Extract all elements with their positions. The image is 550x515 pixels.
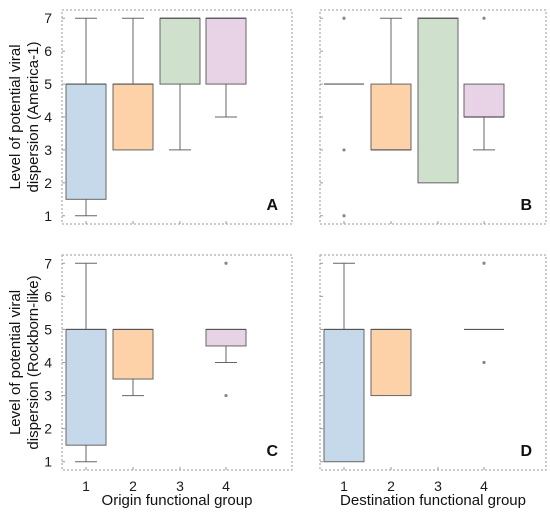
x-axis-label: Origin functional group	[102, 492, 253, 509]
outlier-point	[342, 148, 346, 152]
plot-frame	[61, 254, 293, 471]
panel-letter: C	[266, 443, 278, 460]
x-tick-label: 2	[129, 478, 137, 494]
panel-a: 1 2 3 4 5 6 7 A Level of potential viraldispersi…	[7, 9, 293, 225]
box-4	[205, 328, 247, 347]
panel-b: B	[319, 9, 547, 225]
box-group-4	[205, 17, 247, 118]
y-tick-label: 2	[44, 421, 52, 437]
outlier-point	[224, 261, 228, 265]
box-2	[112, 328, 154, 380]
y-tick-label: 2	[44, 175, 52, 191]
panel-d: 1 2 3 4 D Destination functional group	[319, 254, 547, 509]
y-tick-label: 6	[44, 43, 52, 59]
box-group-4	[205, 261, 247, 398]
y-tick-label: 7	[44, 255, 52, 271]
y-tick-label: 7	[44, 10, 52, 26]
box-group-2	[370, 328, 412, 397]
box-3	[417, 17, 459, 184]
box-2	[370, 83, 412, 151]
box-group-1	[324, 16, 364, 218]
panel-c: 1 2 3 4 5 6 7 1 2 3 4 C Level of potential viraldisp…	[7, 254, 293, 509]
y-tick-label: 4	[44, 109, 52, 125]
box-2	[370, 328, 412, 397]
y-axis-label-line: dispersion (America-1)	[25, 42, 42, 193]
y-tick-label: 4	[44, 355, 52, 371]
box-group-1	[323, 262, 365, 463]
y-axis-label-line: Level of potential viral	[7, 44, 24, 189]
box-group-3	[159, 17, 201, 151]
plot-frame	[319, 254, 547, 471]
box-group-2	[112, 17, 154, 151]
x-tick-label: 1	[340, 478, 348, 494]
box-1	[65, 83, 107, 200]
box-4	[205, 17, 247, 85]
y-axis-label: Level of potential viraldispersion (Rock…	[7, 275, 42, 449]
y-tick-label: 1	[44, 454, 52, 470]
outlier-point	[482, 16, 486, 20]
box-group-2	[370, 17, 412, 151]
box-group-4	[463, 16, 505, 151]
panel-letter: D	[520, 443, 532, 460]
box-group-1	[65, 17, 107, 217]
y-tick-label: 3	[44, 142, 52, 158]
panel-letter: A	[266, 197, 278, 214]
outlier-point	[482, 360, 486, 365]
y-tick-label: 6	[44, 288, 52, 304]
box-group-2	[112, 328, 154, 397]
y-tick-label: 5	[44, 76, 52, 92]
box-2	[112, 83, 154, 151]
x-tick-label: 3	[434, 478, 442, 494]
x-tick-label: 2	[387, 478, 395, 494]
x-tick-label: 1	[82, 478, 90, 494]
panel-letter: B	[520, 197, 532, 214]
box-3	[159, 17, 201, 85]
box-group-1	[65, 262, 107, 463]
y-axis-label: Level of potential viraldispersion (Amer…	[7, 42, 42, 193]
y-axis-label-line: Level of potential viral	[7, 290, 24, 435]
outlier-point	[482, 261, 486, 265]
y-axis-label-line: dispersion (Rockborn-like)	[25, 275, 42, 449]
x-tick-label: 4	[480, 478, 488, 494]
box-group-3	[417, 17, 459, 184]
x-tick-label: 3	[176, 478, 184, 494]
outlier-point	[342, 16, 346, 20]
box-1	[65, 328, 107, 446]
box-1	[323, 328, 365, 463]
box-group-4	[464, 261, 504, 365]
x-tick-label: 4	[222, 478, 230, 494]
x-axis-label: Destination functional group	[340, 492, 526, 509]
outlier-point	[342, 214, 346, 218]
box-4	[463, 83, 505, 118]
outlier-point	[224, 393, 228, 398]
y-tick-label: 5	[44, 321, 52, 337]
y-tick-label: 3	[44, 388, 52, 404]
y-tick-label: 1	[44, 208, 52, 224]
